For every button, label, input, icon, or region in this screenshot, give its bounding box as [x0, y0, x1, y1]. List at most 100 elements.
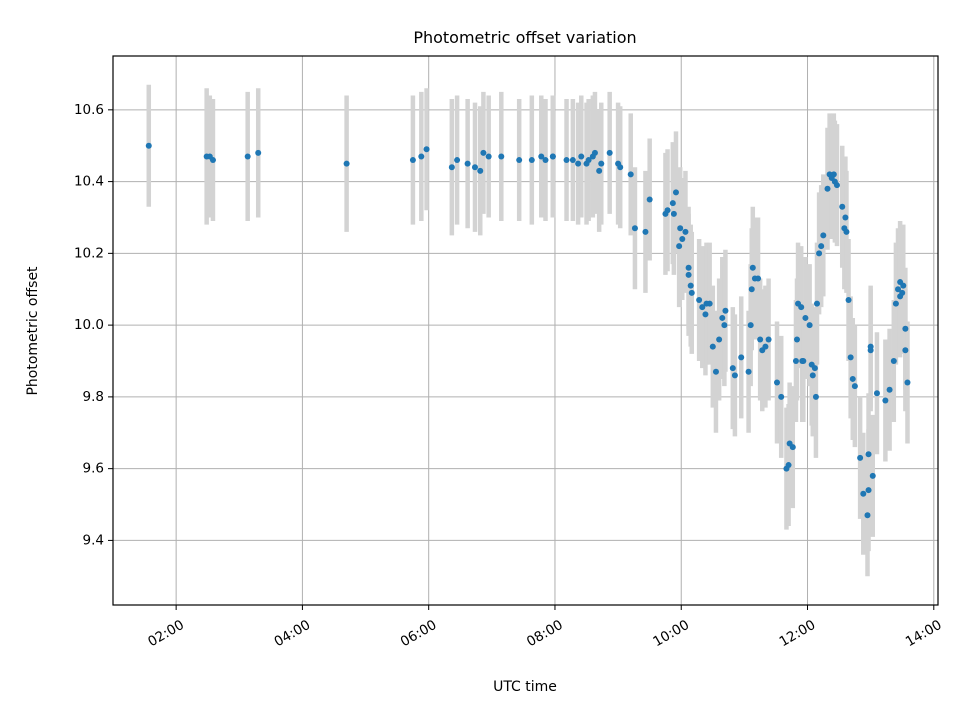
- data-point: [670, 210, 677, 217]
- chart-title: Photometric offset variation: [413, 28, 636, 47]
- data-point: [575, 160, 582, 167]
- data-point: [785, 462, 792, 469]
- data-point: [631, 225, 638, 232]
- data-point: [851, 383, 858, 390]
- data-point: [682, 228, 689, 235]
- data-point: [899, 289, 906, 296]
- data-point: [802, 314, 809, 321]
- data-point: [843, 228, 850, 235]
- data-point: [731, 372, 738, 379]
- data-point: [471, 164, 478, 171]
- data-point: [902, 325, 909, 332]
- data-point: [762, 343, 769, 350]
- data-point: [642, 228, 649, 235]
- data-point: [448, 164, 455, 171]
- data-point: [563, 157, 570, 164]
- data-point: [209, 157, 216, 164]
- data-point: [685, 264, 692, 271]
- x-tick-label: 06:00: [398, 617, 440, 650]
- data-point: [738, 354, 745, 361]
- data-point: [423, 146, 430, 153]
- data-point: [685, 271, 692, 278]
- data-point: [816, 250, 823, 257]
- data-point: [860, 490, 867, 497]
- y-tick-label: 10.4: [74, 174, 104, 190]
- plot-frame: [112, 55, 939, 606]
- y-axis-label: Photometric offset: [25, 266, 41, 396]
- data-point: [409, 157, 416, 164]
- data-point: [706, 300, 713, 307]
- data-point: [598, 160, 605, 167]
- data-point: [806, 322, 813, 329]
- data-point: [719, 314, 726, 321]
- x-tick-label: 02:00: [145, 617, 187, 650]
- data-point: [538, 153, 545, 160]
- data-point: [811, 365, 818, 372]
- data-point: [749, 264, 756, 271]
- data-point: [813, 300, 820, 307]
- x-tick-label: 12:00: [777, 617, 819, 650]
- data-point: [516, 157, 523, 164]
- data-point: [904, 379, 911, 386]
- data-point: [818, 243, 825, 250]
- data-point: [890, 358, 897, 364]
- data-point: [900, 282, 907, 289]
- data-point: [857, 454, 864, 461]
- data-point: [778, 393, 785, 400]
- data-point: [789, 444, 796, 451]
- x-axis-ticks: 02:00 04:00 06:00 08:00 10:00 12:00 14:00: [145, 605, 945, 650]
- data-point: [672, 189, 679, 196]
- data-point: [676, 243, 683, 250]
- data-point: [800, 358, 807, 364]
- data-point: [498, 153, 505, 160]
- data-point: [145, 142, 152, 149]
- data-point: [793, 336, 800, 343]
- data-point: [865, 451, 872, 458]
- data-point: [669, 200, 676, 207]
- data-point: [606, 149, 613, 156]
- data-point: [882, 397, 889, 404]
- y-tick-label: 10.6: [74, 102, 104, 118]
- data-point: [869, 472, 876, 479]
- data-point: [485, 153, 492, 160]
- data-point: [809, 372, 816, 379]
- data-point: [745, 368, 752, 375]
- data-point: [716, 336, 723, 343]
- data-point: [244, 153, 251, 160]
- data-point: [477, 167, 484, 174]
- y-axis-ticks: 9.4 9.6 9.8 10.0 10.2 10.4 10.6: [74, 102, 113, 548]
- data-point: [627, 171, 634, 178]
- data-point: [773, 379, 780, 386]
- data-point: [480, 149, 487, 156]
- data-point: [865, 487, 872, 494]
- data-point: [596, 167, 603, 174]
- data-point: [820, 232, 827, 239]
- y-tick-label: 9.6: [83, 461, 104, 477]
- y-tick-label: 10.0: [74, 317, 104, 333]
- y-tick-label: 10.2: [74, 245, 104, 261]
- data-point: [418, 153, 425, 160]
- data-point: [755, 275, 762, 282]
- data-point: [617, 164, 624, 171]
- data-point: [845, 297, 852, 303]
- data-point: [729, 365, 736, 372]
- data-point: [798, 304, 805, 311]
- data-point: [847, 354, 854, 361]
- data-point: [757, 336, 764, 343]
- data-point: [696, 297, 703, 303]
- x-tick-label: 10:00: [650, 617, 692, 650]
- data-point: [886, 386, 893, 393]
- data-point: [833, 182, 840, 189]
- error-bars: [146, 84, 910, 577]
- y-tick-label: 9.8: [83, 389, 104, 405]
- x-tick-label: 14:00: [903, 617, 945, 650]
- data-point: [824, 185, 831, 192]
- data-point: [867, 343, 874, 350]
- data-point: [712, 368, 719, 375]
- data-point: [709, 343, 716, 350]
- data-point: [873, 390, 880, 397]
- data-point: [864, 512, 871, 519]
- data-point: [664, 207, 671, 214]
- data-point: [679, 236, 686, 242]
